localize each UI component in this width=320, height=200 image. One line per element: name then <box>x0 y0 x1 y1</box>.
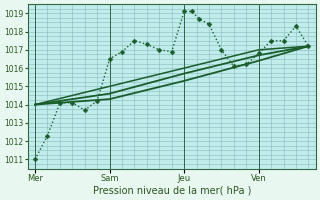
X-axis label: Pression niveau de la mer( hPa ): Pression niveau de la mer( hPa ) <box>92 186 251 196</box>
